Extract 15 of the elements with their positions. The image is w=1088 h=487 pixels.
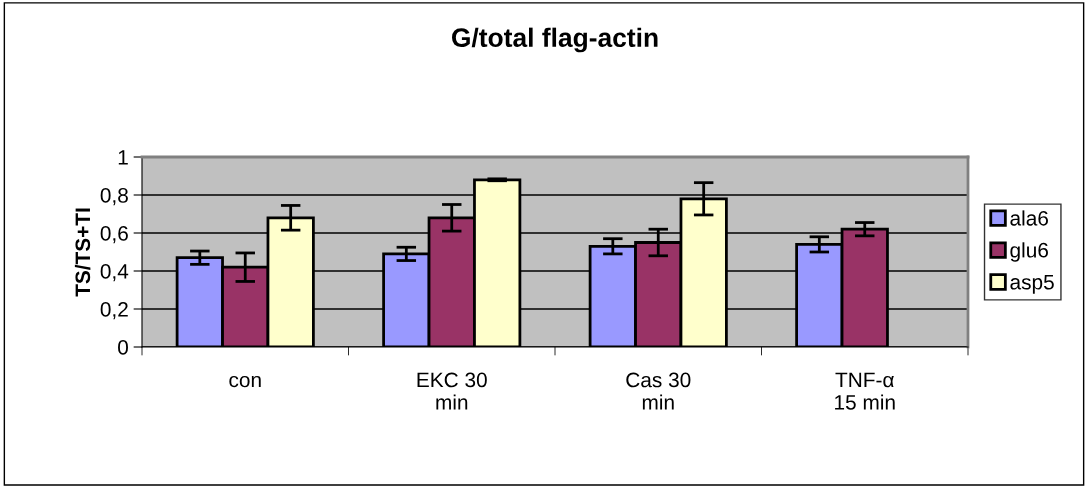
legend-label: asp5 (1010, 274, 1054, 294)
x-tick-label: con (229, 375, 261, 388)
x-tick-label: TNF-α 15 min (835, 372, 895, 410)
y-tick-label: 0,2 (100, 302, 128, 320)
x-tick-label: Cas 30 min (626, 372, 691, 410)
legend-label: ala6 (1010, 210, 1048, 226)
y-tick-label: 0,4 (100, 264, 129, 282)
legend-label: glu6 (1010, 242, 1048, 262)
y-tick-label: 0,8 (100, 188, 128, 206)
y-tick-label: 0,6 (100, 226, 128, 244)
y-axis-title: TS/TS+TI (74, 208, 91, 297)
x-tick-label: EKC 30 min (417, 372, 487, 410)
y-tick-label: 1 (118, 150, 128, 165)
y-tick-label: 0 (118, 340, 128, 355)
chart-title: G/total flag-actin (452, 27, 658, 53)
